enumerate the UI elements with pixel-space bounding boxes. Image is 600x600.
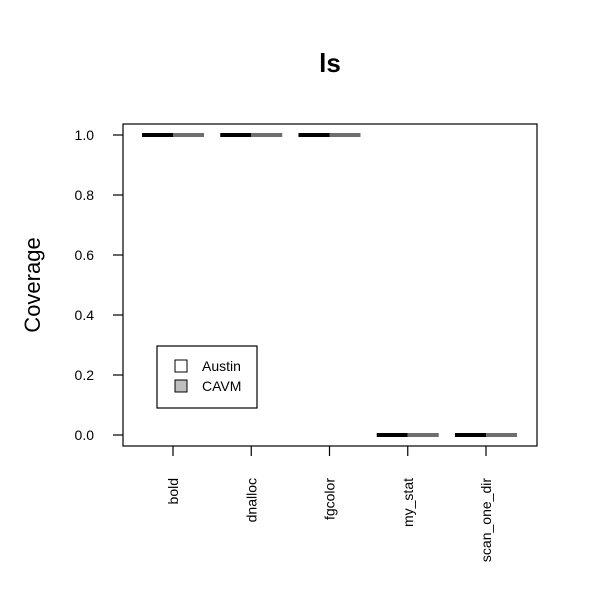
x-axis: bold dnalloc fgcolor my_stat scan_one_dir bbox=[165, 446, 494, 562]
y-tick-label: 0.0 bbox=[75, 427, 95, 443]
legend-label-austin: Austin bbox=[202, 358, 241, 374]
y-tick-label: 0.8 bbox=[75, 187, 95, 203]
y-tick-label: 0.4 bbox=[75, 307, 95, 323]
legend: Austin CAVM bbox=[156, 345, 258, 409]
chart-title: ls bbox=[319, 48, 341, 78]
legend-box bbox=[156, 345, 258, 409]
x-tick-label: scan_one_dir bbox=[478, 478, 494, 562]
legend-swatch-cavm bbox=[174, 379, 188, 393]
x-tick-label: bold bbox=[165, 478, 181, 504]
y-axis-label: Coverage bbox=[20, 237, 45, 332]
y-axis: 0.0 0.2 0.4 0.6 0.8 1.0 bbox=[75, 127, 123, 443]
legend-swatch-austin bbox=[174, 359, 188, 373]
x-tick-label: my_stat bbox=[400, 478, 416, 527]
x-tick-label: dnalloc bbox=[243, 478, 259, 522]
y-tick-label: 0.6 bbox=[75, 247, 95, 263]
y-tick-label: 0.2 bbox=[75, 367, 95, 383]
y-tick-label: 1.0 bbox=[75, 127, 95, 143]
legend-label-cavm: CAVM bbox=[202, 378, 241, 394]
x-tick-label: fgcolor bbox=[322, 478, 338, 520]
plot-marks bbox=[142, 133, 517, 437]
